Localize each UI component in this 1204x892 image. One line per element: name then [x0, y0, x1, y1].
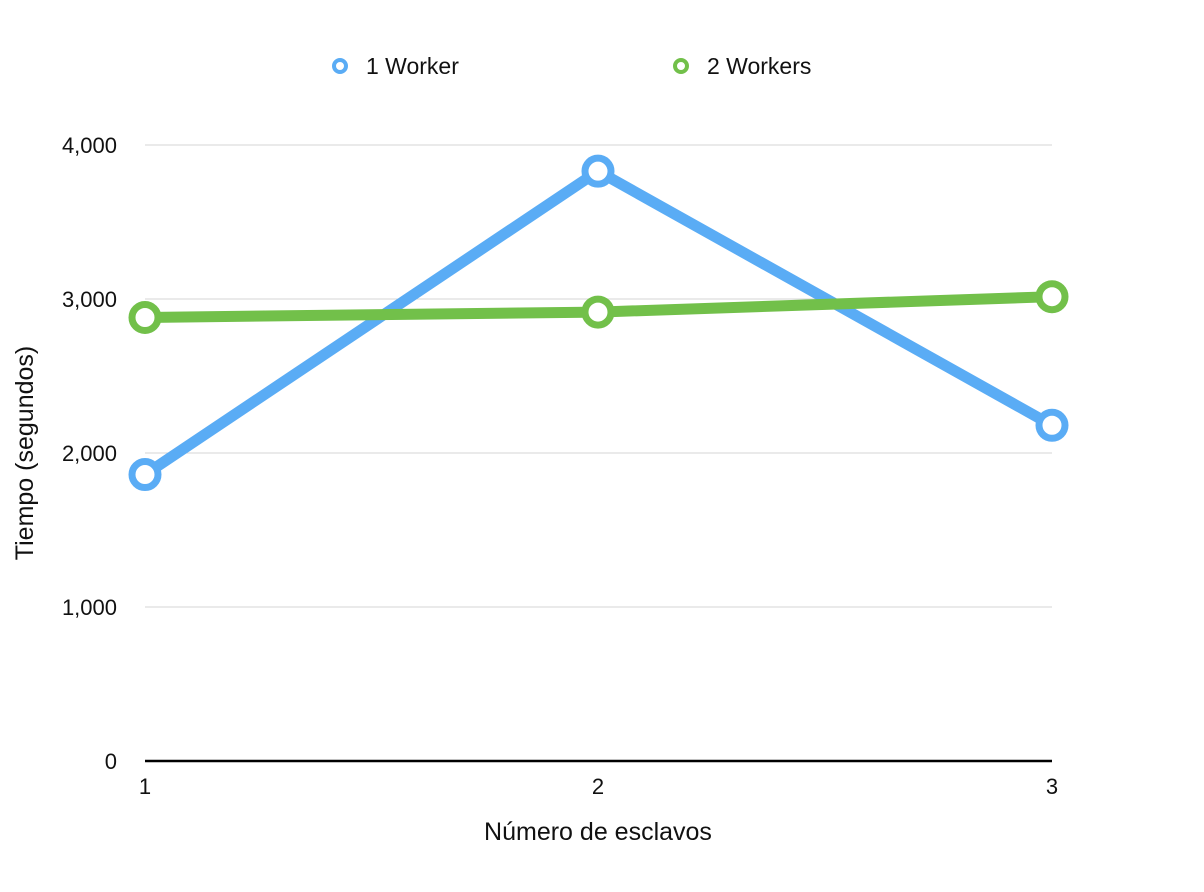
y-tick-label: 2,000 [62, 441, 117, 466]
data-points [128, 154, 1069, 492]
legend-marker [332, 58, 348, 74]
x-tick-label: 1 [139, 774, 151, 799]
legend-label: 2 Workers [707, 53, 811, 79]
y-tick-label: 3,000 [62, 287, 117, 312]
y-axis-title: Tiempo (segundos) [11, 346, 39, 560]
legend: 1 Worker 2 Workers [332, 53, 811, 79]
data-point [581, 295, 615, 329]
axes: 0 1,000 2,000 3,000 4,000 1 2 3 [62, 133, 1058, 799]
data-point [128, 300, 162, 334]
legend-item-1: 1 Worker [332, 53, 459, 79]
data-point [1035, 408, 1069, 442]
legend-item-2: 2 Workers [673, 53, 811, 79]
legend-label: 1 Worker [366, 53, 459, 79]
x-axis-title: Número de esclavos [484, 818, 712, 846]
data-point [128, 458, 162, 492]
y-tick-label: 0 [105, 749, 117, 774]
legend-marker [673, 58, 689, 74]
data-point [581, 154, 615, 188]
data-point [1035, 280, 1069, 314]
grid-lines [145, 144, 1052, 608]
y-tick-label: 1,000 [62, 595, 117, 620]
y-tick-label: 4,000 [62, 133, 117, 158]
x-tick-label: 2 [592, 774, 604, 799]
x-tick-label: 3 [1046, 774, 1058, 799]
